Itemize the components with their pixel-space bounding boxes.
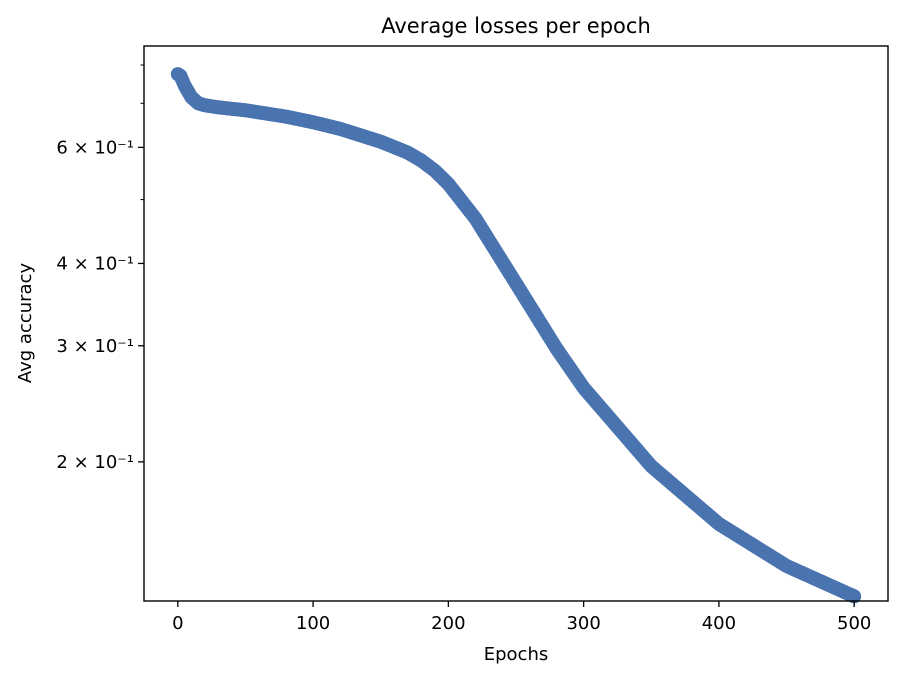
y-tick-label: 2 × 10⁻¹ [56, 452, 134, 473]
data-point [847, 589, 862, 604]
chart-title: Average losses per epoch [381, 14, 651, 38]
x-tick-label: 500 [837, 613, 871, 634]
x-tick-label: 300 [566, 613, 600, 634]
x-tick-label: 100 [296, 613, 330, 634]
y-tick-label: 6 × 10⁻¹ [56, 137, 134, 158]
x-tick-label: 200 [431, 613, 465, 634]
y-axis-label: Avg accuracy [15, 263, 36, 384]
x-axis-label: Epochs [484, 644, 549, 665]
x-tick-label: 0 [172, 613, 183, 634]
y-axis-ticks: 2 × 10⁻¹ 3 × 10⁻¹ 4 × 10⁻¹ 6 × 10⁻¹ [56, 64, 144, 473]
plot-frame [143, 45, 889, 602]
x-axis-ticks: 0 100 200 300 400 500 [172, 601, 871, 634]
x-tick-label: 400 [702, 613, 736, 634]
y-tick-label: 3 × 10⁻¹ [56, 336, 134, 357]
y-tick-label: 4 × 10⁻¹ [56, 253, 134, 274]
data-series [170, 67, 862, 604]
